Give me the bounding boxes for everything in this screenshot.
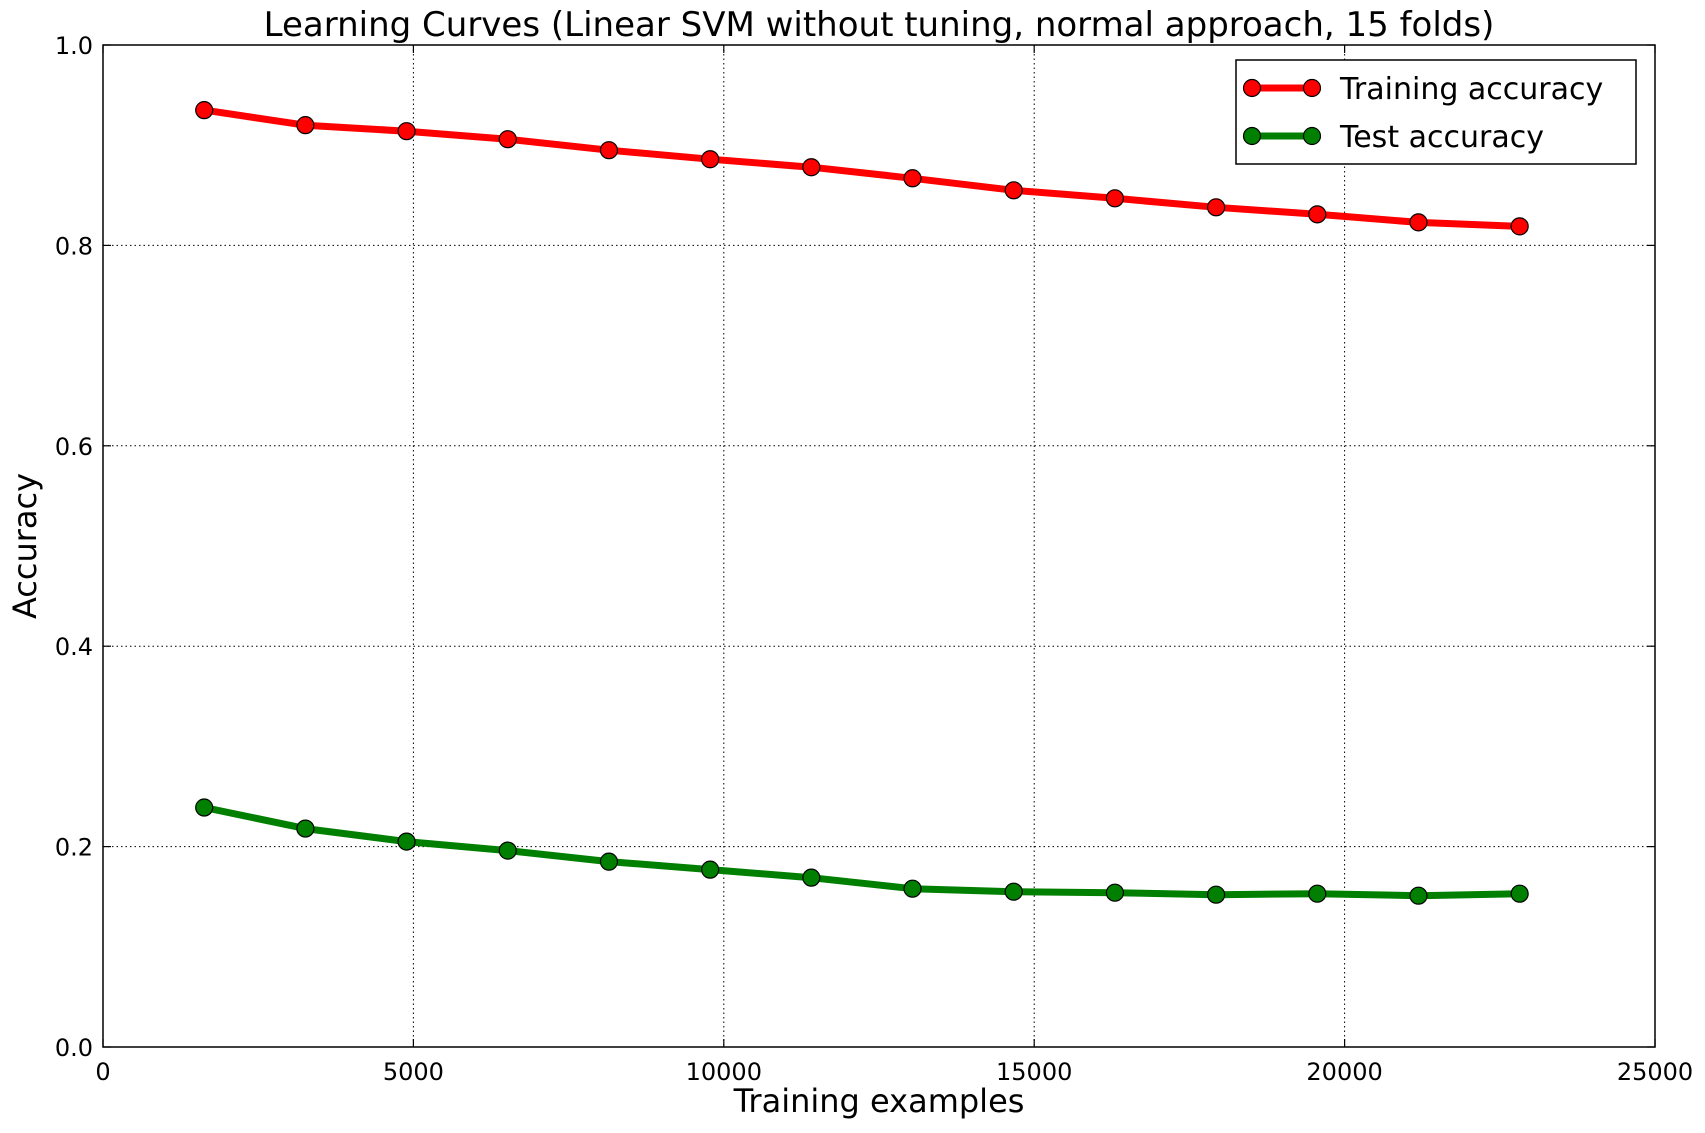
series-line [200, 804, 1524, 900]
chart-title: Learning Curves (Linear SVM without tuni… [264, 5, 1495, 45]
data-point [1409, 886, 1428, 905]
data-point [1004, 181, 1023, 200]
data-point [195, 798, 214, 817]
y-tick-label: 0.0 [55, 1034, 93, 1062]
legend-label: Training accuracy [1339, 72, 1603, 107]
data-point [903, 879, 922, 898]
legend-entry: Test accuracy [1242, 120, 1544, 155]
x-tick-label: 0 [95, 1058, 110, 1086]
data-point [1004, 882, 1023, 901]
y-tick-label: 0.8 [55, 232, 93, 260]
y-axis-label: Accuracy [6, 473, 44, 619]
data-series [195, 101, 1529, 905]
data-point [1206, 885, 1226, 904]
legend-marker [1242, 78, 1262, 98]
data-point [599, 141, 619, 160]
data-point [1510, 217, 1529, 236]
data-point [1105, 189, 1125, 208]
data-point [701, 150, 720, 169]
legend-marker [1242, 126, 1262, 146]
data-point [1308, 205, 1327, 224]
data-point [1105, 883, 1125, 902]
data-point [903, 169, 922, 188]
legend-box [1235, 59, 1637, 165]
y-tick-label: 0.2 [55, 834, 93, 862]
plot-area-frame [102, 44, 1656, 1048]
legend-label: Test accuracy [1339, 120, 1544, 155]
legend-entry: Training accuracy [1242, 72, 1603, 107]
x-axis-label: Training examples [733, 1082, 1025, 1120]
legend-entries: Training accuracy Test accuracy [1242, 72, 1603, 155]
legend-marker [1302, 126, 1322, 146]
legend-marker [1302, 78, 1322, 98]
x-tick-label: 5000 [383, 1058, 444, 1086]
data-point [1409, 213, 1428, 232]
x-tick-label: 15000 [996, 1058, 1072, 1086]
data-point [296, 819, 315, 838]
legend: Training accuracy Test accuracy [1235, 59, 1637, 165]
y-tick-label: 0.4 [55, 633, 93, 661]
series-1 [195, 798, 1529, 905]
data-point [296, 116, 315, 135]
series-0 [195, 101, 1529, 236]
data-point [802, 868, 821, 887]
axis-ticks: 0 5000 10000 15000 20000 25000 0.0 0.2 0.4 0.6 0.8… [55, 32, 1693, 1086]
data-point [498, 130, 517, 149]
data-point [599, 852, 619, 871]
y-tick-label: 0.6 [55, 433, 93, 461]
data-point [397, 122, 416, 141]
grid-lines [103, 45, 1655, 1047]
data-point [1206, 198, 1226, 217]
data-point [195, 101, 214, 120]
series-line [200, 106, 1524, 230]
data-point [397, 832, 416, 851]
data-point [701, 860, 720, 879]
data-point [1308, 884, 1327, 903]
y-tick-label: 1.0 [55, 32, 93, 60]
data-point [1510, 884, 1529, 903]
x-tick-label: 25000 [1617, 1058, 1693, 1086]
x-tick-label: 10000 [686, 1058, 762, 1086]
data-point [498, 841, 517, 860]
data-point [802, 158, 821, 177]
x-tick-label: 20000 [1306, 1058, 1382, 1086]
